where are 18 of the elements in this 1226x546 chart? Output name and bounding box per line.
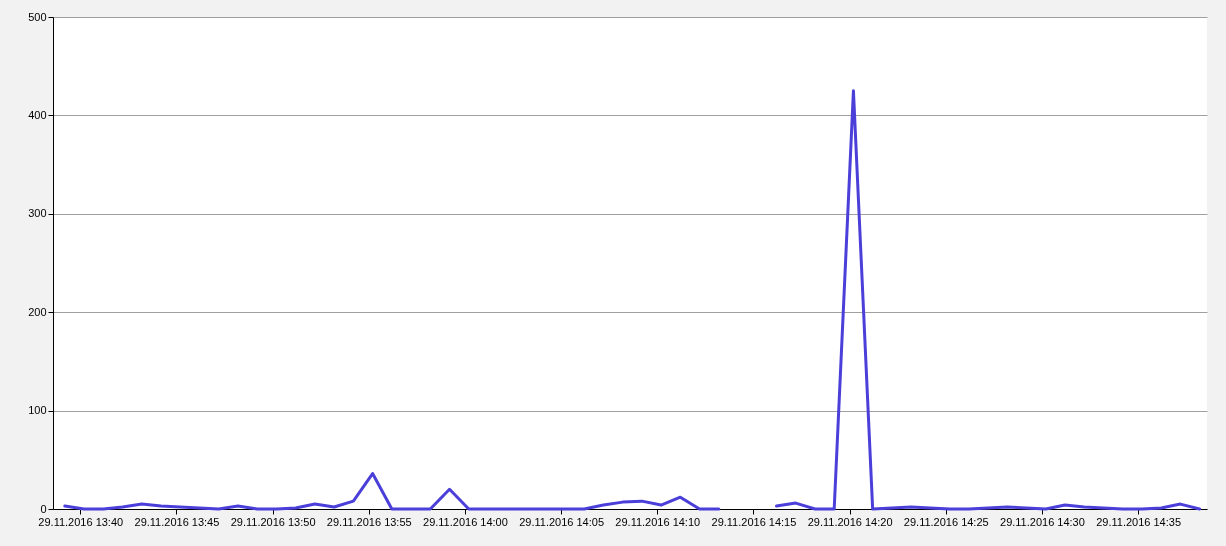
x-tick-label: 29.11.2016 14:35 (1096, 515, 1181, 528)
x-tick-label: 29.11.2016 14:30 (1000, 515, 1085, 528)
x-tick-label: 29.11.2016 14:20 (807, 515, 893, 528)
x-tick-label: 29.11.2016 14:00 (423, 515, 508, 528)
x-tick-label: 29.11.2016 14:25 (903, 515, 989, 528)
y-tick-label: 200 (28, 305, 47, 318)
y-tick-label: 400 (28, 108, 47, 121)
x-tick-label: 29.11.2016 13:50 (230, 515, 316, 528)
x-tick-label: 29.11.2016 13:40 (38, 515, 124, 528)
y-tick-label: 500 (28, 10, 47, 23)
x-tick-label: 29.11.2016 14:15 (711, 515, 797, 528)
y-tick-label: 300 (28, 207, 47, 220)
x-tick-label: 29.11.2016 14:05 (519, 515, 604, 528)
y-tick-label: 100 (28, 404, 47, 417)
y-tick-label: 0 (40, 502, 47, 515)
x-tick-label: 29.11.2016 13:55 (326, 515, 412, 528)
x-tick-label: 29.11.2016 13:45 (134, 515, 220, 528)
x-tick-label: 29.11.2016 14:10 (615, 515, 701, 528)
